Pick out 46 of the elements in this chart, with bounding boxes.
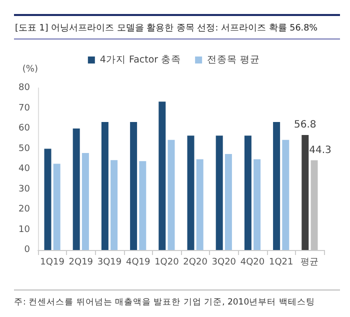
y-tick-label: 70 xyxy=(18,103,30,114)
y-tick-label: 40 xyxy=(18,164,30,174)
bar xyxy=(44,148,52,250)
bar xyxy=(224,154,232,250)
bar xyxy=(196,159,204,250)
data-label: 44.3 xyxy=(309,144,332,156)
bar xyxy=(187,136,194,250)
chart-title: [도표 1] 어닝서프라이즈 모델을 활용한 종목 선정: 서프라이즈 확률 56.8% xyxy=(15,24,318,34)
x-tick-label: 4Q20 xyxy=(240,258,265,268)
bar xyxy=(72,128,80,250)
bar xyxy=(82,153,89,250)
y-tick-label: 50 xyxy=(18,144,30,154)
x-tick-label: 4Q19 xyxy=(126,258,151,268)
legend-label: 4가지 Factor 충족 xyxy=(100,54,182,66)
bar xyxy=(130,122,138,250)
x-tick-label: 3Q20 xyxy=(212,258,236,268)
x-tick-label: 1Q21 xyxy=(268,258,294,268)
x-tick-label: 2Q19 xyxy=(68,258,94,268)
y-tick-label: 20 xyxy=(18,204,30,214)
x-tick-label: 3Q19 xyxy=(97,258,122,268)
bar xyxy=(53,164,60,250)
y-tick-label: 0 xyxy=(24,245,30,255)
x-tick-label: 평균 xyxy=(300,258,319,268)
y-tick-label: 10 xyxy=(18,224,30,235)
bar xyxy=(310,160,318,250)
bar xyxy=(244,136,252,250)
bar xyxy=(139,161,146,250)
bar xyxy=(302,134,309,250)
text: 주: 컨센서스를 뛰어넘는 매출액을 발표한 기업 기준, 2010년부터 백테스팅 xyxy=(14,298,315,308)
y-tick-label: 60 xyxy=(18,124,30,134)
bar xyxy=(254,159,261,250)
bar xyxy=(216,136,223,250)
y-axis-title: (%) xyxy=(22,64,38,74)
bar xyxy=(282,140,290,250)
legend-label: 전종목 평균 xyxy=(207,54,260,66)
data-label: 56.8 xyxy=(294,119,316,130)
y-tick-label: 30 xyxy=(18,184,30,194)
x-tick-label: 1Q19 xyxy=(40,258,65,268)
bar xyxy=(101,122,108,250)
y-tick-label: 80 xyxy=(18,83,30,93)
x-tick-label: 2Q20 xyxy=(183,258,208,268)
bar xyxy=(110,160,118,250)
bar xyxy=(158,102,166,250)
bar xyxy=(273,122,280,250)
x-tick-label: 1Q20 xyxy=(154,258,180,268)
bar xyxy=(168,140,175,250)
